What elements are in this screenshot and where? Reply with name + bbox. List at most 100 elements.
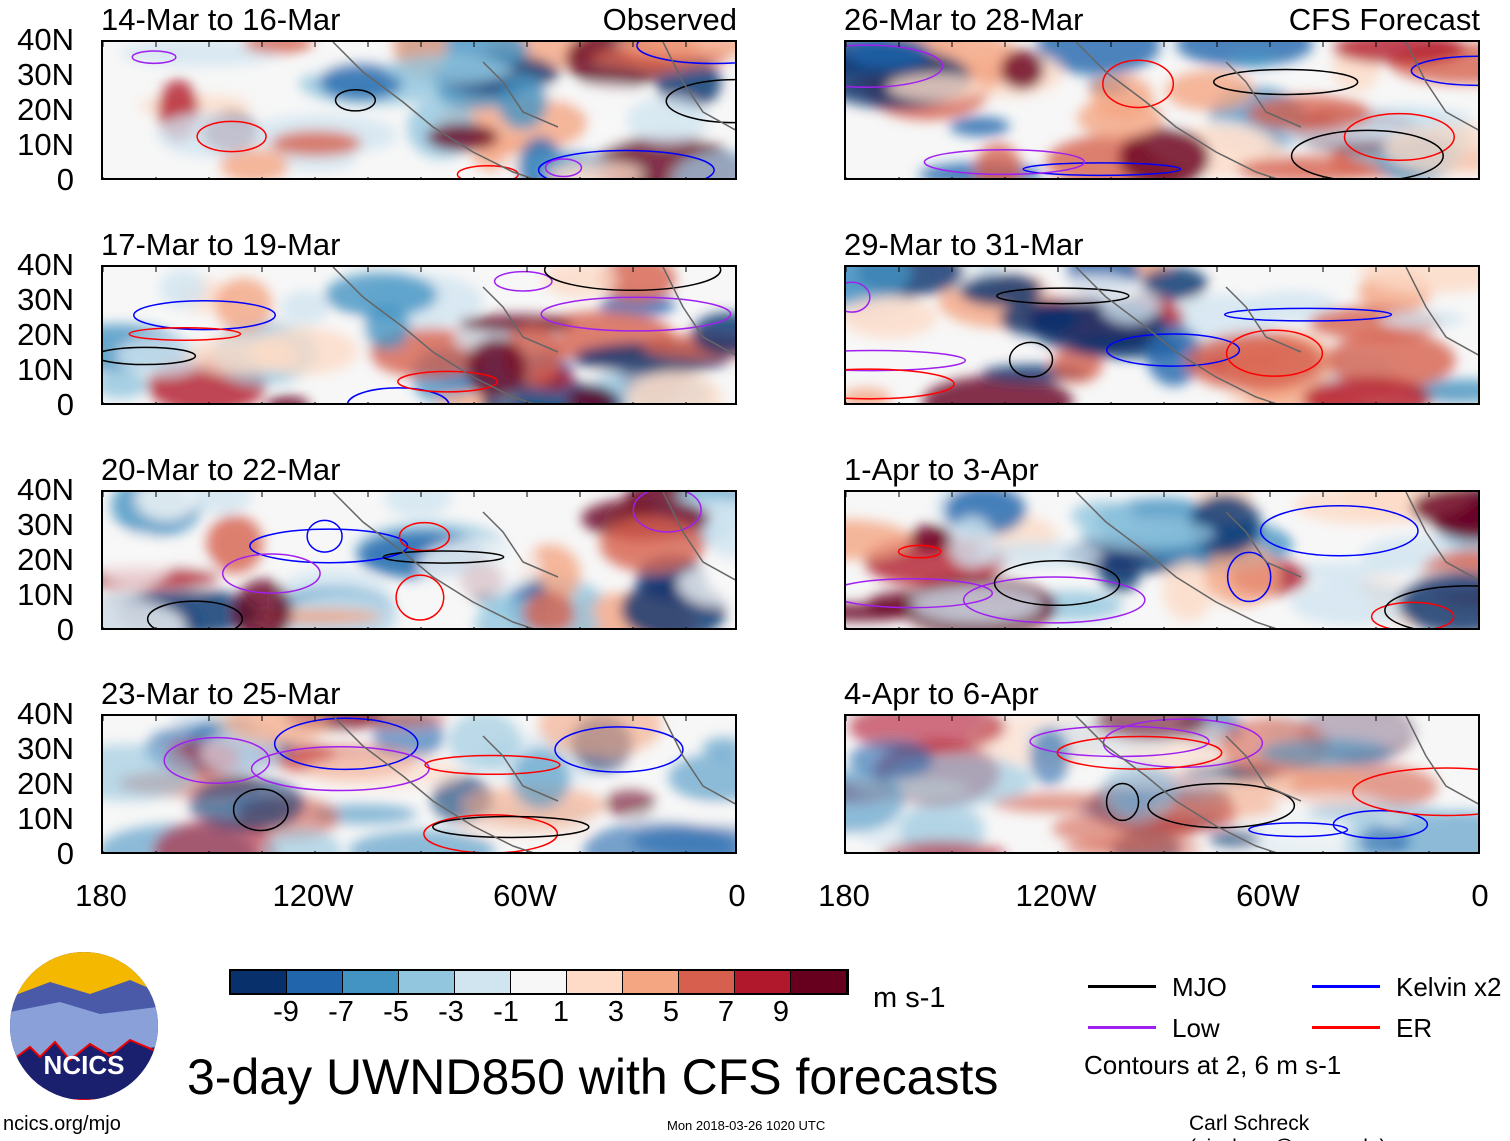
- wind-anomaly-blob: [910, 585, 1043, 623]
- colorbar-swatch: [623, 971, 679, 993]
- wind-anomaly-blob: [1247, 95, 1372, 132]
- coastline: [332, 716, 735, 852]
- panel-title: 29-Mar to 31-Mar: [844, 227, 1084, 262]
- wind-anomaly-blob: [116, 336, 206, 376]
- wind-anomaly-blob: [1332, 42, 1466, 65]
- wind-anomaly-blob: [522, 591, 575, 628]
- contour-line: [249, 528, 409, 564]
- wind-anomaly-blob: [185, 492, 253, 515]
- wind-anomaly-blob: [1245, 290, 1338, 323]
- wind-anomaly-blob: [1258, 738, 1394, 769]
- wind-anomaly-blob: [1051, 346, 1103, 384]
- x-tick-label: 180: [75, 878, 127, 913]
- legend-line-er: [1312, 1026, 1380, 1029]
- wind-anomaly-blob: [1000, 50, 1044, 90]
- ncics-logo: NCICS: [10, 952, 158, 1100]
- coastline: [1075, 492, 1478, 628]
- contour-line: [1105, 782, 1140, 822]
- wind-anomaly-blob: [910, 524, 953, 551]
- wind-anomaly-blob: [949, 515, 995, 569]
- wind-anomaly-blob: [243, 42, 314, 54]
- colorbar-swatch: [231, 971, 287, 993]
- wind-anomaly-blob: [1051, 810, 1199, 847]
- colorbar: [229, 969, 849, 995]
- contour-line: [537, 149, 715, 178]
- contour-line: [424, 754, 561, 776]
- contour-line: [196, 120, 267, 153]
- wind-anomaly-blob: [975, 143, 1022, 178]
- footer-timestamp: Mon 2018-03-26 1020 UTC: [667, 1118, 826, 1133]
- wind-anomaly-blob: [538, 716, 663, 758]
- contour-line: [382, 550, 505, 564]
- coastline: [332, 492, 735, 628]
- contour-line: [1290, 129, 1444, 178]
- x-tick-label: 0: [728, 878, 746, 913]
- wind-anomaly-blob: [599, 516, 706, 573]
- colorbar-label: -3: [438, 996, 464, 1028]
- wind-anomaly-blob: [677, 564, 735, 606]
- map-panel: [844, 265, 1480, 405]
- wind-anomaly-blob: [604, 790, 657, 818]
- wind-anomaly-blob: [1290, 580, 1414, 626]
- coastline: [332, 42, 735, 178]
- contour-line: [1147, 782, 1296, 829]
- figure-title: 3-day UWND850 with CFS forecasts: [187, 1049, 999, 1105]
- contour-line: [423, 814, 559, 852]
- y-tick-label: 20N: [17, 317, 74, 352]
- y-tick-label: 30N: [17, 731, 74, 766]
- y-tick-label: 0: [56, 162, 74, 197]
- contour-line: [1226, 551, 1272, 603]
- wind-anomaly-blob: [1165, 70, 1255, 112]
- wind-anomaly-blob: [383, 492, 452, 518]
- contour-line: [1332, 809, 1429, 840]
- panel-title: 1-Apr to 3-Apr: [844, 452, 1039, 487]
- contour-line: [103, 346, 197, 366]
- contour-line: [1223, 307, 1393, 322]
- y-tick-label: 0: [56, 836, 74, 871]
- contour-line: [432, 815, 590, 839]
- wind-anomaly-blob: [1146, 795, 1280, 820]
- wind-anomaly-blob: [626, 96, 709, 144]
- contour-line: [346, 387, 450, 403]
- footer-url: ncics.org/mjo: [3, 1113, 121, 1135]
- contour-line: [1352, 767, 1478, 817]
- wind-anomaly-blob: [426, 123, 499, 151]
- legend-line-mjo: [1088, 985, 1156, 988]
- colorbar-label: -9: [273, 996, 299, 1028]
- colorbar-swatch: [455, 971, 511, 993]
- contour-line: [923, 148, 1086, 176]
- y-tick-label: 10N: [17, 801, 74, 836]
- wind-anomaly-blob: [187, 336, 296, 375]
- y-tick-label: 20N: [17, 92, 74, 127]
- wind-anomaly-blob: [848, 740, 934, 780]
- colorbar-swatch: [735, 971, 791, 993]
- wind-anomaly-blob: [544, 161, 643, 178]
- wind-anomaly-blob: [103, 370, 148, 399]
- map-panel: [844, 714, 1480, 854]
- colorbar-swatch: [399, 971, 455, 993]
- y-tick-label: 30N: [17, 57, 74, 92]
- wind-anomaly-blob: [1326, 331, 1456, 390]
- contour-line: [1248, 822, 1349, 838]
- panel-title: 17-Mar to 19-Mar: [101, 227, 341, 262]
- contour-line: [1370, 601, 1455, 628]
- panel-label: CFS Forecast: [1288, 2, 1480, 37]
- contour-line: [665, 78, 735, 124]
- colorbar-label: -7: [328, 996, 354, 1028]
- wind-anomaly-blob: [189, 776, 305, 832]
- contour-line: [1410, 55, 1478, 87]
- wind-anomaly-blob: [991, 792, 1121, 813]
- wind-anomaly-blob: [304, 754, 460, 789]
- x-tick-label: 60W: [493, 878, 557, 913]
- contour-line: [273, 717, 419, 771]
- colorbar-label: -1: [493, 996, 519, 1028]
- wind-anomaly-blob: [263, 828, 342, 852]
- contour-line: [221, 553, 321, 594]
- wind-anomaly-blob: [1236, 156, 1380, 178]
- wind-anomaly-blob: [976, 540, 1102, 569]
- contour-line: [632, 492, 702, 533]
- x-tick-label: 120W: [272, 878, 354, 913]
- wind-anomaly-blob: [542, 267, 617, 298]
- contour-line: [163, 736, 271, 784]
- legend-label: Kelvin x2: [1396, 972, 1502, 1002]
